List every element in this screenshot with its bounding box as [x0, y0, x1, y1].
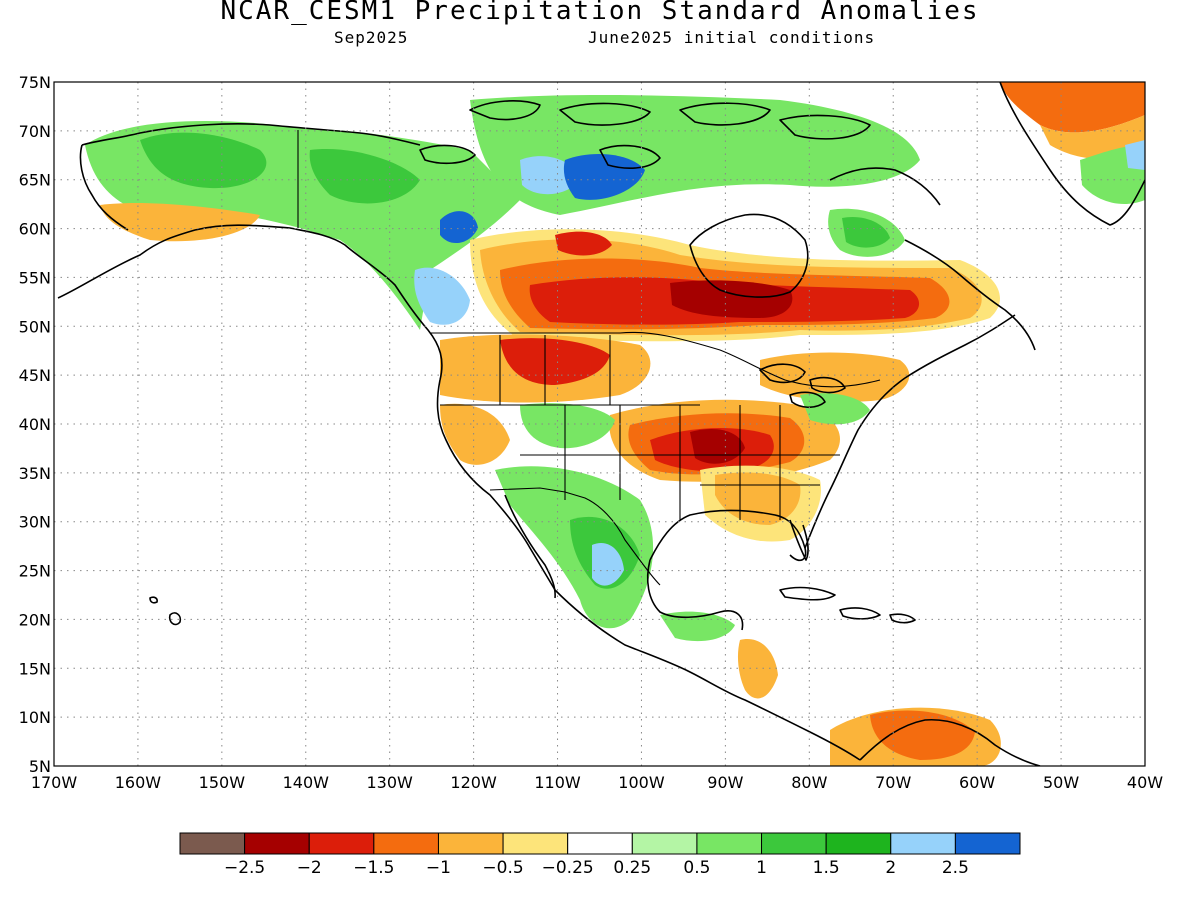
lat-tick-label: 45N — [19, 366, 51, 385]
valid-month-label: Sep2025 — [334, 28, 409, 47]
colorbar-swatch — [631, 832, 698, 855]
lon-tick-label: 170W — [31, 773, 78, 792]
colorbar-swatch — [761, 832, 827, 855]
colorbar-swatch — [502, 832, 569, 855]
anomaly-region — [800, 393, 870, 425]
colorbar-label: −1.5 — [353, 858, 394, 878]
lon-tick-label: 80W — [791, 773, 827, 792]
coastline — [57, 82, 1145, 766]
colorbar-legend: −2.5 −2 −1.5 −1 −0.5 −0.25 0.25 0.5 1 1.5 2 2.5 — [179, 832, 1021, 878]
anomaly-region — [670, 280, 793, 318]
latitude-axis: 75N 70N 65N 60N 55N 50N 45N 40N 35N 30N 25N 20N 15N 1… — [19, 73, 51, 776]
anomaly-region — [555, 231, 612, 256]
colorbar-label: 1 — [756, 858, 767, 878]
colorbar-swatch — [954, 832, 1021, 855]
lon-tick-label: 140W — [283, 773, 330, 792]
lon-tick-label: 60W — [959, 773, 995, 792]
lon-tick-label: 40W — [1127, 773, 1163, 792]
colorbar-swatch — [373, 832, 439, 855]
lat-tick-label: 15N — [19, 659, 51, 678]
initial-conditions-label: June2025 initial conditions — [588, 28, 876, 47]
anomaly-fields — [85, 82, 1145, 766]
anomaly-region — [760, 352, 910, 402]
colorbar-swatch — [890, 832, 956, 855]
anomaly-region — [592, 542, 624, 586]
lon-tick-label: 130W — [367, 773, 414, 792]
colorbar-swatch — [567, 832, 633, 855]
anomaly-region — [1000, 82, 1145, 133]
anomaly-region — [520, 403, 615, 449]
lat-tick-label: 40N — [19, 415, 51, 434]
lat-tick-label: 30N — [19, 513, 51, 532]
lat-tick-label: 35N — [19, 464, 51, 483]
anomaly-region — [140, 132, 267, 189]
colorbar-label: −2.5 — [224, 858, 265, 878]
lon-tick-label: 100W — [618, 773, 665, 792]
anomaly-region — [500, 338, 610, 385]
map-title: NCAR_CESM1 Precipitation Standard Anomal… — [220, 0, 980, 26]
map-frame — [53, 81, 1146, 767]
colorbar-swatch — [696, 832, 763, 855]
anomaly-region — [1040, 115, 1145, 160]
anomaly-region — [715, 472, 801, 525]
lat-tick-label: 20N — [19, 610, 51, 629]
lat-tick-label: 50N — [19, 317, 51, 336]
lat-tick-label: 10N — [19, 708, 51, 727]
anomaly-region — [100, 203, 260, 242]
lat-tick-label: 55N — [19, 268, 51, 287]
anomaly-region — [440, 211, 478, 244]
anomaly-region — [309, 149, 420, 204]
anomaly-region — [870, 710, 975, 760]
colorbar-label: 0.5 — [683, 858, 710, 878]
colorbar-label: 2.5 — [942, 858, 969, 878]
lat-tick-label: 60N — [19, 220, 51, 239]
colorbar-swatch — [308, 832, 375, 855]
lon-tick-label: 120W — [450, 773, 497, 792]
lon-tick-label: 110W — [534, 773, 581, 792]
anomaly-region — [563, 154, 645, 200]
lon-tick-label: 150W — [199, 773, 246, 792]
colorbar-swatch — [437, 832, 504, 855]
colorbar-label: −2 — [297, 858, 322, 878]
colorbar-label: −1 — [426, 858, 451, 878]
lat-tick-label: 5N — [29, 757, 51, 776]
lat-tick-label: 65N — [19, 171, 51, 190]
lon-tick-label: 70W — [875, 773, 911, 792]
longitude-axis: 170W 160W 150W 140W 130W 120W 110W 100W 90W 80W 70… — [31, 773, 1163, 792]
lon-tick-label: 160W — [115, 773, 162, 792]
colorbar-label: −0.5 — [482, 858, 523, 878]
lat-tick-label: 25N — [19, 562, 51, 581]
political-borders — [297, 130, 881, 586]
lon-tick-label: 50W — [1043, 773, 1079, 792]
anomaly-region — [1125, 140, 1145, 170]
colorbar-swatch — [825, 832, 892, 855]
anomaly-region — [737, 639, 778, 699]
lat-tick-label: 75N — [19, 73, 51, 92]
colorbar-swatch — [244, 832, 310, 855]
colorbar-label: 1.5 — [813, 858, 840, 878]
colorbar-label: 0.25 — [613, 858, 651, 878]
anomaly-region — [440, 403, 510, 465]
lat-tick-label: 70N — [19, 122, 51, 141]
lon-tick-label: 90W — [707, 773, 743, 792]
colorbar-label: −0.25 — [542, 858, 594, 878]
colorbar-swatch — [179, 832, 246, 855]
colorbar-label: 2 — [885, 858, 896, 878]
anomaly-region — [414, 267, 470, 325]
anomaly-region — [842, 216, 890, 248]
